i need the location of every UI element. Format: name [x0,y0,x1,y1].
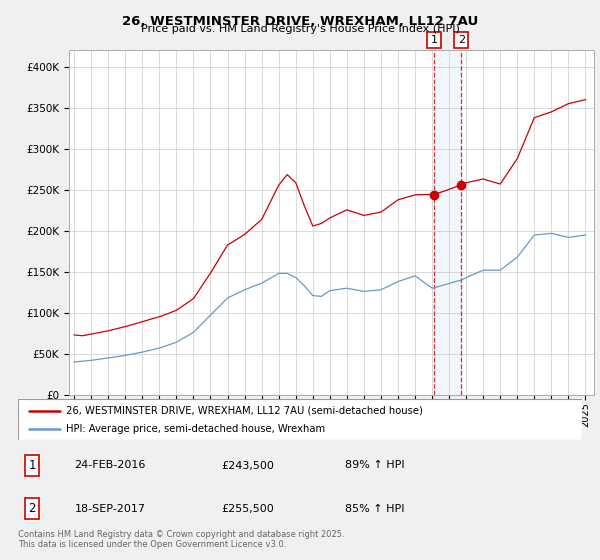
Text: HPI: Average price, semi-detached house, Wrexham: HPI: Average price, semi-detached house,… [66,424,325,434]
Text: 89% ↑ HPI: 89% ↑ HPI [345,460,405,470]
Text: 85% ↑ HPI: 85% ↑ HPI [345,503,404,514]
Text: Contains HM Land Registry data © Crown copyright and database right 2025.
This d: Contains HM Land Registry data © Crown c… [18,530,344,549]
Text: 24-FEB-2016: 24-FEB-2016 [74,460,146,470]
Text: 18-SEP-2017: 18-SEP-2017 [74,503,145,514]
Text: 1: 1 [28,459,36,472]
Text: 2: 2 [458,35,465,45]
Text: 26, WESTMINSTER DRIVE, WREXHAM, LL12 7AU: 26, WESTMINSTER DRIVE, WREXHAM, LL12 7AU [122,15,478,27]
Text: £255,500: £255,500 [221,503,274,514]
Text: £243,500: £243,500 [221,460,274,470]
Text: 1: 1 [431,35,438,45]
Bar [434,50,461,395]
FancyBboxPatch shape [18,399,582,440]
Text: Price paid vs. HM Land Registry's House Price Index (HPI): Price paid vs. HM Land Registry's House … [140,24,460,34]
Text: 2: 2 [28,502,36,515]
Text: 26, WESTMINSTER DRIVE, WREXHAM, LL12 7AU (semi-detached house): 26, WESTMINSTER DRIVE, WREXHAM, LL12 7AU… [66,405,423,416]
